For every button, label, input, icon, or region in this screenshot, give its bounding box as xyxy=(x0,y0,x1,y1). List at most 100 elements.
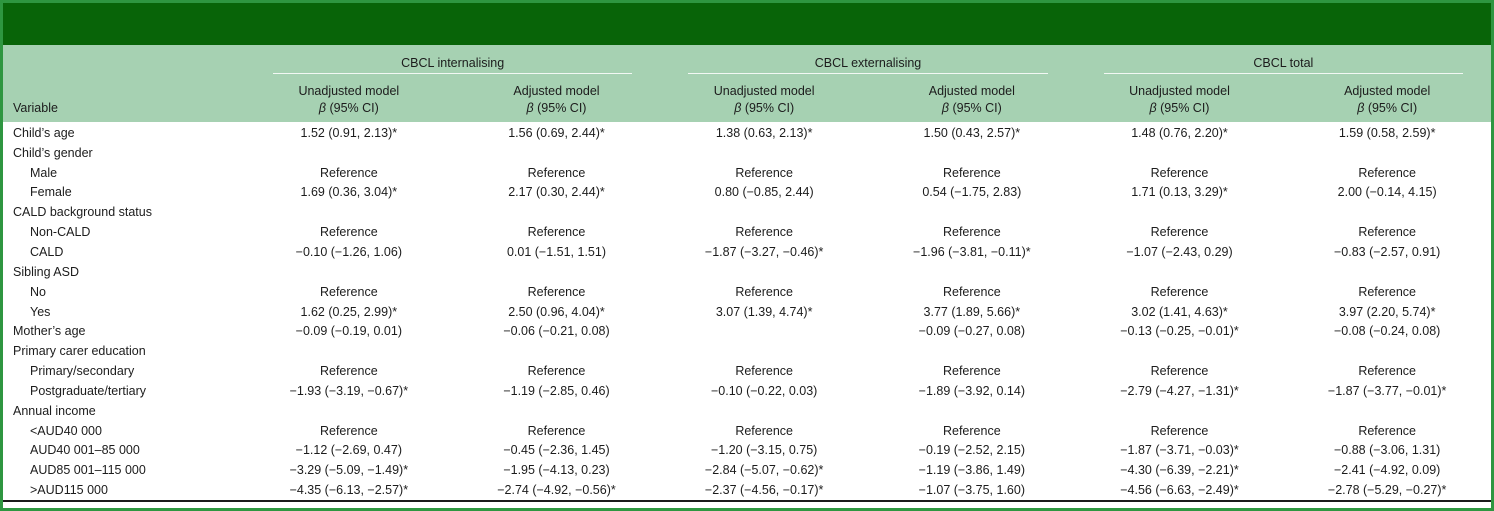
table-cell: 1.50 (0.43, 2.57)* xyxy=(923,125,1021,140)
table-row: Child’s gender xyxy=(3,143,1491,163)
row-label: AUD85 001–115 000 xyxy=(30,463,146,478)
row-label: Annual income xyxy=(13,403,96,418)
table-row: No Reference Reference Reference Referen… xyxy=(3,282,1491,302)
table-cell: −1.89 (−3.92, 0.14) xyxy=(918,383,1025,398)
table-cell: Reference xyxy=(1150,364,1209,379)
table-cell: Reference xyxy=(319,423,378,438)
table-cell: −0.09 (−0.27, 0.08) xyxy=(918,324,1025,339)
table-title-bar xyxy=(3,3,1491,45)
table-cell: −0.83 (−2.57, 0.91) xyxy=(1333,244,1441,259)
beta-symbol: β xyxy=(526,101,534,115)
table-cell: −1.07 (−3.75, 1.60) xyxy=(918,483,1025,498)
row-label: Child’s age xyxy=(13,125,75,140)
table-cell: 0.54 (−1.75, 2.83) xyxy=(922,185,1022,200)
row-label: Primary/secondary xyxy=(30,364,135,379)
table-cell: Reference xyxy=(527,165,586,180)
table-cell: −0.19 (−2.52, 2.15) xyxy=(918,443,1025,458)
table-cell: 3.97 (2.20, 5.74)* xyxy=(1338,304,1436,319)
table-row: CALD background status xyxy=(3,202,1491,222)
table-cell: Reference xyxy=(1358,364,1416,379)
model-label: Unadjusted model xyxy=(1129,84,1230,98)
table-cell: −2.74 (−4.92, −0.56)* xyxy=(497,483,616,498)
table-cell: Reference xyxy=(942,284,1001,299)
column-header-model: Unadjusted model β (95% CI) xyxy=(1076,83,1284,122)
row-label: >AUD115 000 xyxy=(30,483,108,498)
table-cell: −0.88 (−3.06, 1.31) xyxy=(1333,443,1441,458)
table-cell: Reference xyxy=(1358,165,1416,180)
beta-ci-label: β (95% CI) xyxy=(1076,100,1284,117)
row-label: Primary carer education xyxy=(13,344,146,359)
table-cell: −1.07 (−2.43, 0.29) xyxy=(1126,244,1233,259)
beta-ci-label: β (95% CI) xyxy=(660,100,868,117)
table-cell: −0.06 (−0.21, 0.08) xyxy=(503,324,610,339)
table-row: Child’s age 1.52 (0.91, 2.13)* 1.56 (0.6… xyxy=(3,123,1491,143)
table-cell: −3.29 (−5.09, −1.49)* xyxy=(289,463,409,478)
table-body: Child’s age 1.52 (0.91, 2.13)* 1.56 (0.6… xyxy=(3,122,1491,502)
table-cell: 1.48 (0.76, 2.20)* xyxy=(1131,125,1228,140)
beta-symbol: β xyxy=(1357,101,1365,115)
table-row: CALD −0.10 (−1.26, 1.06) 0.01 (−1.51, 1.… xyxy=(3,242,1491,262)
table-cell: −4.30 (−6.39, −2.21)* xyxy=(1120,463,1239,478)
table-cell: Reference xyxy=(1150,165,1209,180)
table-row: Yes 1.62 (0.25, 2.99)* 2.50 (0.96, 4.04)… xyxy=(3,302,1491,322)
table-row: AUD85 001–115 000 −3.29 (−5.09, −1.49)* … xyxy=(3,460,1491,480)
table-row: Female 1.69 (0.36, 3.04)* 2.17 (0.30, 2.… xyxy=(3,183,1491,203)
column-header-model: Unadjusted model β (95% CI) xyxy=(245,83,453,122)
column-header-model: Adjusted model β (95% CI) xyxy=(453,83,661,122)
table-row: Postgraduate/tertiary −1.93 (−3.19, −0.6… xyxy=(3,381,1491,401)
table-row: Mother’s age −0.09 (−0.19, 0.01) −0.06 (… xyxy=(3,321,1491,341)
row-label: Female xyxy=(30,185,72,200)
table-cell: Reference xyxy=(319,165,378,180)
table-cell: Reference xyxy=(1358,423,1416,438)
table-cell: −2.78 (−5.29, −0.27)* xyxy=(1327,483,1447,498)
column-header-model: Adjusted model β (95% CI) xyxy=(868,83,1076,122)
table-cell: 1.52 (0.91, 2.13)* xyxy=(300,125,398,140)
table-cell: Reference xyxy=(1150,225,1209,240)
row-label: Child’s gender xyxy=(13,145,93,160)
row-label: Yes xyxy=(30,304,51,319)
table-cell: −1.95 (−4.13, 0.23) xyxy=(503,463,610,478)
table-cell: Reference xyxy=(527,225,586,240)
ci-suffix: (95% CI) xyxy=(949,101,1002,115)
table-cell: −1.19 (−3.86, 1.49) xyxy=(918,463,1025,478)
beta-symbol: β xyxy=(1149,101,1157,115)
table-cell: −4.35 (−6.13, −2.57)* xyxy=(289,483,409,498)
table-cell: −0.08 (−0.24, 0.08) xyxy=(1333,324,1441,339)
table-cell: 1.62 (0.25, 2.99)* xyxy=(300,304,398,319)
row-label: <AUD40 000 xyxy=(30,423,102,438)
table-row: Male Reference Reference Reference Refer… xyxy=(3,163,1491,183)
table-cell: 1.69 (0.36, 3.04)* xyxy=(300,185,398,200)
table-cell: −0.10 (−1.26, 1.06) xyxy=(295,244,402,259)
table-row: Primary/secondary Reference Reference Re… xyxy=(3,361,1491,381)
ci-suffix: (95% CI) xyxy=(533,101,587,115)
beta-ci-label: β (95% CI) xyxy=(1283,100,1491,117)
group-header-cbcl-total: CBCL total xyxy=(1103,56,1463,74)
table-cell: −0.45 (−2.36, 1.45) xyxy=(503,443,610,458)
table-cell: 0.80 (−0.85, 2.44) xyxy=(714,185,814,200)
table-cell: 1.56 (0.69, 2.44)* xyxy=(508,125,605,140)
table-cell: −1.20 (−3.15, 0.75) xyxy=(710,443,818,458)
model-label: Unadjusted model xyxy=(298,84,400,98)
group-header-cbcl-externalising: CBCL externalising xyxy=(688,56,1048,74)
table-cell: Reference xyxy=(527,364,586,379)
table-cell: 3.77 (1.89, 5.66)* xyxy=(923,304,1021,319)
table-row: >AUD115 000 −4.35 (−6.13, −2.57)* −2.74 … xyxy=(3,480,1491,500)
table-cell: −2.84 (−5.07, −0.62)* xyxy=(704,463,824,478)
table-cell: 0.01 (−1.51, 1.51) xyxy=(506,244,606,259)
row-label: Postgraduate/tertiary xyxy=(30,383,147,398)
table-cell: Reference xyxy=(1150,423,1209,438)
ci-suffix: (95% CI) xyxy=(1364,101,1418,115)
table-cell: Reference xyxy=(942,165,1001,180)
ci-suffix: (95% CI) xyxy=(741,101,795,115)
table-cell: −2.41 (−4.92, 0.09) xyxy=(1333,463,1441,478)
row-label: CALD background status xyxy=(13,205,152,220)
beta-ci-label: β (95% CI) xyxy=(868,100,1076,117)
table-cell: 1.71 (0.13, 3.29)* xyxy=(1131,185,1228,200)
column-header-variable: Variable xyxy=(13,101,58,115)
table-cell: −1.19 (−2.85, 0.46) xyxy=(503,383,610,398)
row-label: CALD xyxy=(30,244,64,259)
table-cell: Reference xyxy=(735,423,793,438)
table-cell: −1.96 (−3.81, −0.11)* xyxy=(913,244,1031,259)
beta-ci-label: β (95% CI) xyxy=(453,100,661,117)
